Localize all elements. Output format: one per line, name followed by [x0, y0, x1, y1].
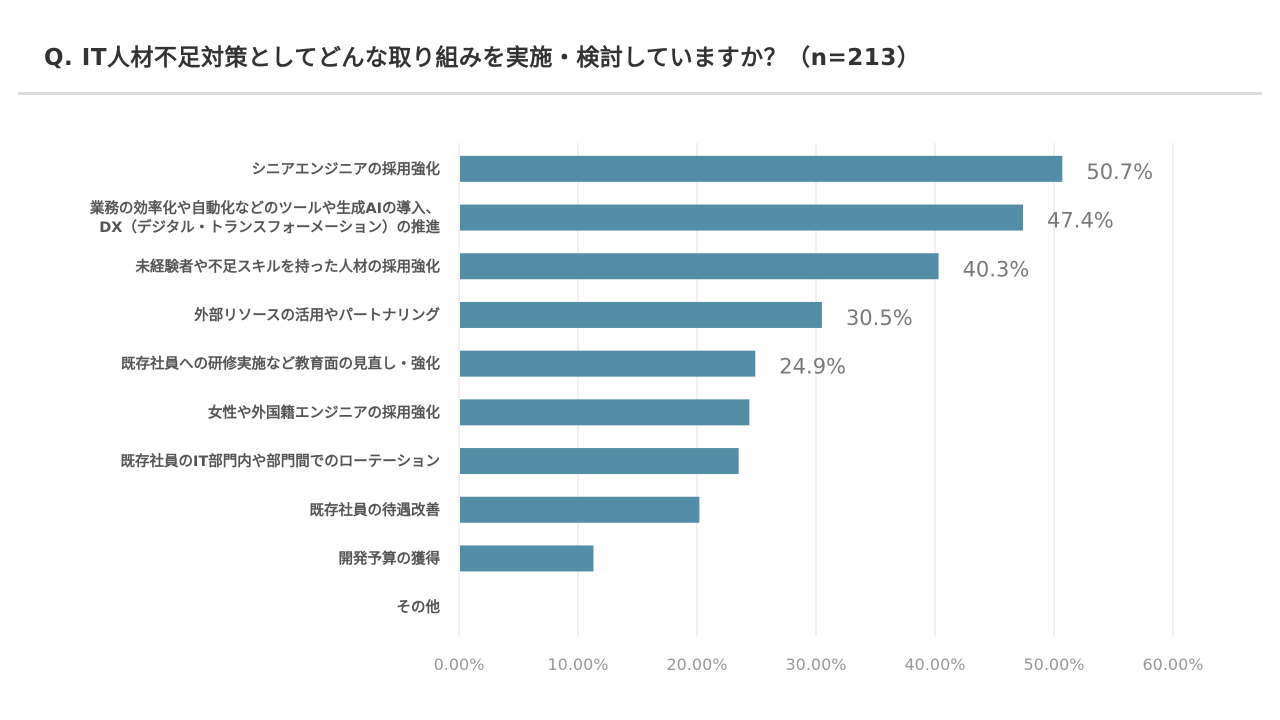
category-label: 既存社員の待遇改善 — [310, 501, 441, 519]
title-divider — [18, 92, 1262, 95]
category-label: その他 — [397, 598, 441, 616]
data-labels: 50.7% 47.4% 40.3% 30.5% 24.9% — [779, 160, 1153, 379]
x-tick-label: 20.00% — [666, 655, 727, 674]
category-label: 業務の効率化や自動化などのツールや生成AIの導入、 DX（デジタル・トランスフォー… — [89, 199, 441, 236]
category-label: 未経験者や不足スキルを持った人材の採用強化 — [135, 257, 441, 275]
bar — [460, 350, 756, 377]
bars — [460, 155, 1063, 572]
data-label: 30.5% — [846, 306, 913, 330]
bar — [460, 155, 1063, 182]
bar — [460, 204, 1024, 231]
bar — [460, 448, 739, 475]
bar — [460, 545, 594, 572]
x-tick-label: 60.00% — [1142, 655, 1203, 674]
data-label: 40.3% — [963, 257, 1030, 281]
data-label: 50.7% — [1086, 160, 1153, 184]
x-tick-label: 50.00% — [1023, 655, 1084, 674]
category-label: 外部リソースの活用やパートナリング — [194, 306, 440, 324]
bar — [460, 253, 939, 280]
x-tick-label: 10.00% — [547, 655, 608, 674]
x-tick-label: 40.00% — [904, 655, 965, 674]
category-label: 女性や外国籍エンジニアの採用強化 — [208, 403, 440, 421]
x-axis-ticks: 0.00% 10.00% 20.00% 30.00% 40.00% 50.00% 60.00… — [434, 655, 1204, 674]
category-label: 既存社員のIT部門内や部門間でのローテーション — [121, 452, 441, 470]
data-label: 24.9% — [779, 355, 846, 379]
bar — [460, 399, 750, 426]
category-label: 既存社員への研修実施など教育面の見直し・強化 — [121, 355, 440, 373]
bar — [460, 301, 822, 328]
x-tick-label: 0.00% — [434, 655, 485, 674]
category-label: 開発予算の獲得 — [339, 549, 441, 567]
category-label: シニアエンジニアの採用強化 — [252, 160, 441, 178]
x-tick-label: 30.00% — [785, 655, 846, 674]
page-title: Q. IT人材不足対策としてどんな取り組みを実施・検討していますか？（n=213… — [44, 45, 921, 71]
data-label: 47.4% — [1047, 209, 1114, 233]
bar — [460, 496, 700, 523]
